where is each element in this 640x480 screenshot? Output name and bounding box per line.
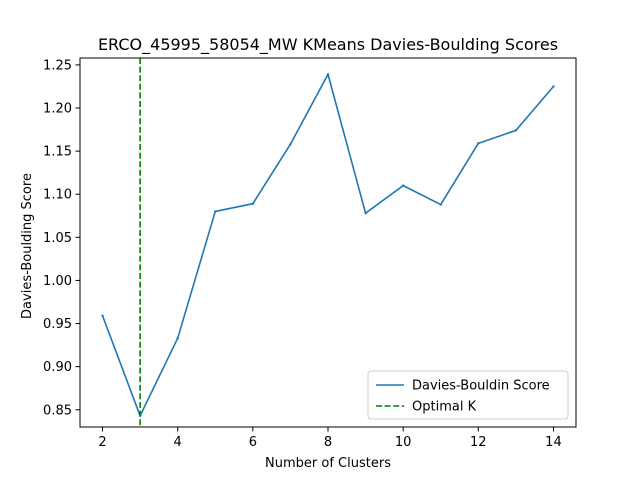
data-point — [439, 203, 442, 206]
data-point — [364, 211, 367, 215]
chart-title: ERCO_45995_58054_MW KMeans Davies-Bouldi… — [98, 35, 558, 55]
x-tick-label: 12 — [470, 435, 487, 450]
y-tick-label: 1.05 — [43, 231, 72, 246]
y-tick-label: 1.10 — [43, 188, 72, 203]
x-tick-label: 10 — [395, 435, 412, 450]
data-point — [552, 85, 555, 88]
data-point — [251, 202, 255, 205]
y-tick-label: 1.25 — [43, 58, 72, 73]
x-tick-label: 14 — [545, 435, 562, 450]
y-tick-label: 1.20 — [43, 102, 72, 117]
data-point — [101, 314, 104, 317]
data-point — [176, 337, 179, 340]
x-tick-label: 6 — [249, 435, 257, 450]
y-tick-label: 0.90 — [43, 360, 72, 375]
y-tick-label: 1.15 — [43, 145, 72, 160]
y-tick-label: 0.95 — [43, 317, 72, 332]
data-point — [477, 142, 480, 145]
data-point — [401, 184, 405, 187]
data-point — [289, 143, 292, 146]
y-tick-label: 0.85 — [43, 403, 72, 418]
x-tick-label: 4 — [174, 435, 182, 450]
y-axis-title: Davies-Boulding Score — [20, 173, 35, 319]
legend: Davies-Bouldin Score Optimal K — [367, 370, 569, 420]
x-axis-title: Number of Clusters — [265, 456, 391, 471]
data-point — [214, 210, 217, 213]
x-tick-label: 8 — [324, 435, 332, 450]
legend-entry-score-label: Davies-Bouldin Score — [412, 379, 550, 394]
x-tick-label: 2 — [98, 435, 106, 450]
data-point — [514, 129, 518, 132]
legend-box — [367, 370, 569, 420]
axes: 2 4 6 8 10 12 14 0.85 0.90 0.95 1.00 1.05 1.10 1.15 1.… — [43, 57, 577, 450]
legend-entry-optimal-k-label: Optimal K — [412, 400, 477, 415]
plot-area — [101, 58, 555, 427]
data-point — [326, 73, 330, 76]
y-tick-label: 1.00 — [43, 274, 72, 289]
